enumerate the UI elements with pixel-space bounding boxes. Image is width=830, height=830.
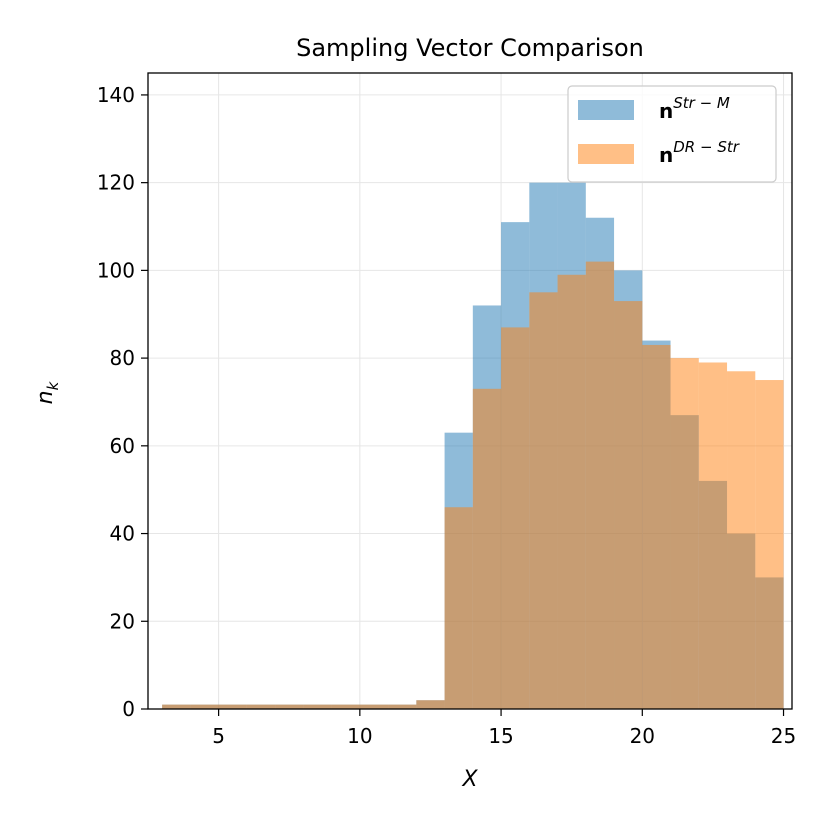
bar-series-1 xyxy=(642,344,671,709)
y-tick-label: 100 xyxy=(97,258,135,282)
y-tick-label: 60 xyxy=(110,434,135,458)
bar-series-1 xyxy=(190,704,219,709)
bar-series-1 xyxy=(501,327,530,709)
bar-series-1 xyxy=(755,380,784,709)
legend-label-dr-str: nDR − Str xyxy=(659,138,740,167)
legend-swatch-dr-str xyxy=(578,144,634,164)
bar-series-1 xyxy=(359,704,389,709)
x-axis-title: X xyxy=(461,767,478,792)
y-tick-label: 20 xyxy=(110,609,135,633)
bar-series-1 xyxy=(388,704,417,709)
y-tick-label: 0 xyxy=(122,697,135,721)
bar-series-1 xyxy=(698,362,728,709)
legend-label-str-m-main: n xyxy=(659,99,673,123)
bar-series-1 xyxy=(727,371,756,709)
legend: nStr − M nDR − Str xyxy=(567,85,777,183)
bar-series-1 xyxy=(529,292,558,709)
y-axis-title: nk xyxy=(33,380,62,404)
bar-series-1 xyxy=(218,704,247,709)
x-tick-label: 25 xyxy=(771,724,796,748)
legend-swatch-str-m xyxy=(578,100,634,120)
x-tick-label: 5 xyxy=(212,724,225,748)
bar-series-1 xyxy=(303,704,332,709)
chart-title: Sampling Vector Comparison xyxy=(296,34,644,62)
bar-series-1 xyxy=(275,704,304,709)
bar-series-1 xyxy=(585,261,615,709)
x-tick-label: 10 xyxy=(347,724,372,748)
bar-series-1 xyxy=(416,700,445,709)
legend-label-str-m: nStr − M xyxy=(659,94,730,123)
bar-series-1 xyxy=(472,388,502,709)
y-axis-title-main: n xyxy=(33,390,58,404)
y-tick-label: 40 xyxy=(110,522,135,546)
y-tick-label: 80 xyxy=(110,346,135,370)
bar-series-1 xyxy=(614,301,643,709)
plot-frame xyxy=(147,72,793,710)
bar-series-1 xyxy=(444,507,473,709)
bars-layer xyxy=(162,182,784,710)
y-axis-title-subscript: k xyxy=(44,380,62,390)
x-tick-label: 15 xyxy=(488,724,513,748)
x-tick-label: 20 xyxy=(630,724,655,748)
axes-layer: 5 10 15 20 25 0 20 40 60 80 100 120 140 xyxy=(97,83,796,748)
bar-series-1 xyxy=(331,704,360,709)
y-tick-label: 120 xyxy=(97,171,135,195)
bar-series-1 xyxy=(162,704,191,709)
y-tick-label: 140 xyxy=(97,83,135,107)
legend-label-str-m-sup: Str − M xyxy=(673,94,730,112)
bar-series-1 xyxy=(246,704,276,709)
bar-series-1 xyxy=(670,358,699,709)
legend-label-dr-str-sup: DR − Str xyxy=(673,138,739,156)
bar-series-1 xyxy=(557,274,586,709)
legend-label-dr-str-main: n xyxy=(659,143,673,167)
